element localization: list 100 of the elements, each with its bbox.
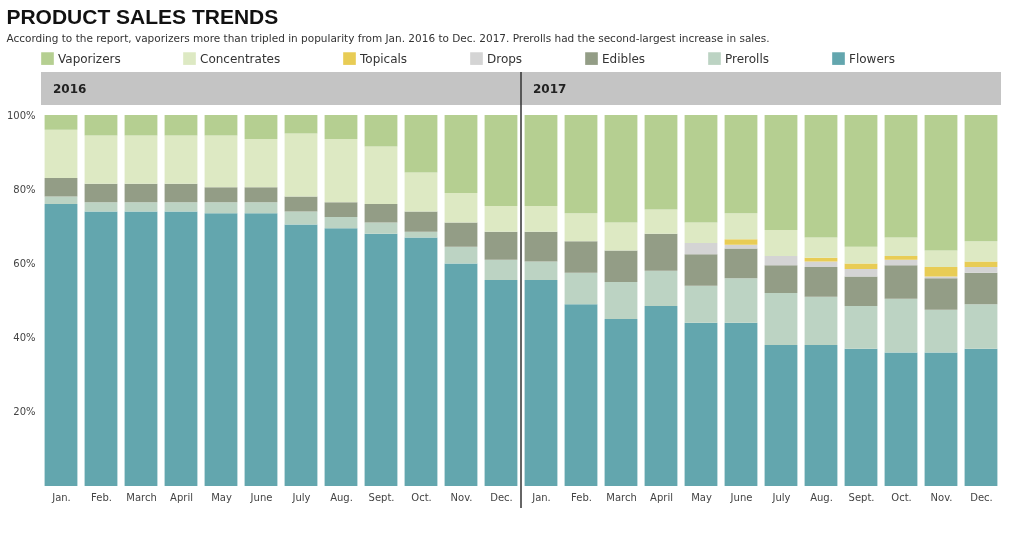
- bar: [644, 270, 678, 307]
- x-tick-label: Jan.: [51, 491, 71, 503]
- bar: [964, 304, 998, 349]
- bar: [124, 115, 158, 136]
- bar: [244, 139, 278, 188]
- bar: [164, 115, 198, 136]
- bar: [524, 205, 558, 232]
- bar: [244, 202, 278, 214]
- chart-subtitle: According to the report, vaporizers more than tripled in popularity from Jan. 2016 to Dec. 2017. Prerolls had the second-largest increase in sales.: [6, 31, 770, 44]
- bar: [324, 217, 358, 229]
- bar: [924, 278, 958, 310]
- x-tick-label: Oct.: [411, 491, 432, 503]
- bar: [604, 319, 638, 486]
- y-tick-label: 40%: [13, 332, 36, 344]
- x-tick-label: Dec.: [490, 491, 513, 503]
- bar: [84, 115, 118, 136]
- y-tick-label: 20%: [13, 406, 36, 418]
- x-tick-label: Feb.: [91, 491, 112, 503]
- bar: [724, 239, 758, 245]
- x-tick-label: Jan.: [531, 491, 551, 503]
- bar: [124, 211, 158, 486]
- bar: [524, 261, 558, 281]
- bar: [844, 306, 878, 349]
- bar: [804, 237, 838, 258]
- bar: [844, 246, 878, 264]
- x-tick-label: May: [691, 491, 712, 503]
- bar: [404, 115, 438, 173]
- x-tick-label: April: [650, 491, 673, 503]
- bar: [244, 213, 278, 486]
- x-tick-label: April: [170, 491, 193, 503]
- x-tick-label: Dec.: [970, 491, 993, 503]
- bar: [564, 272, 598, 305]
- bar: [564, 213, 598, 242]
- bar: [764, 230, 798, 256]
- bar: [884, 352, 918, 486]
- bar: [684, 322, 718, 486]
- bar: [284, 133, 318, 197]
- bar: [884, 265, 918, 299]
- bar: [204, 213, 238, 486]
- bar: [644, 115, 678, 210]
- x-tick-label: June: [249, 491, 273, 503]
- bar: [444, 222, 478, 247]
- bar: [684, 222, 718, 243]
- bar: [764, 293, 798, 346]
- bar: [604, 250, 638, 282]
- bar: [604, 115, 638, 223]
- bar: [924, 250, 958, 268]
- bar: [644, 306, 678, 486]
- bar: [484, 231, 518, 260]
- bar: [924, 352, 958, 486]
- bar: [444, 115, 478, 193]
- bar: [884, 255, 918, 260]
- bar: [684, 254, 718, 286]
- bar: [444, 263, 478, 486]
- legend-label: Drops: [487, 51, 523, 66]
- bar: [444, 246, 478, 264]
- bar: [404, 237, 438, 486]
- bar: [604, 281, 638, 320]
- bar: [524, 280, 558, 486]
- legend-label: Topicals: [359, 51, 408, 66]
- bar: [484, 280, 518, 486]
- text: 2016: [53, 82, 87, 96]
- bar: [44, 196, 78, 205]
- bar: [124, 183, 158, 203]
- bar: [884, 298, 918, 353]
- bar: [964, 241, 998, 262]
- bar: [204, 115, 238, 136]
- legend-label: Prerolls: [725, 51, 770, 66]
- bar: [684, 243, 718, 255]
- x-tick-label: May: [211, 491, 232, 503]
- x-tick-label: Aug.: [810, 491, 833, 503]
- bar: [284, 115, 318, 134]
- legend-label: Flowers: [849, 51, 895, 66]
- bar: [564, 241, 598, 273]
- bar: [164, 183, 198, 203]
- bar: [164, 211, 198, 486]
- x-tick-label: March: [126, 491, 157, 503]
- bar: [844, 268, 878, 277]
- x-tick-label: Nov.: [450, 491, 473, 503]
- bar: [404, 172, 438, 212]
- x-tick-label: Sept.: [848, 491, 875, 503]
- bar: [764, 255, 798, 266]
- x-tick-label: Sept.: [368, 491, 395, 503]
- bar: [324, 139, 358, 203]
- x-tick-label: July: [771, 491, 791, 503]
- text: 2017: [533, 82, 567, 96]
- bar: [724, 322, 758, 486]
- x-tick-label: Oct.: [891, 491, 912, 503]
- bar: [804, 345, 838, 486]
- bar: [364, 146, 398, 205]
- x-tick-label: March: [606, 491, 637, 503]
- bar: [284, 211, 318, 225]
- bar: [764, 265, 798, 294]
- bar: [684, 115, 718, 223]
- y-tick-label: 80%: [13, 183, 36, 195]
- bar: [844, 348, 878, 486]
- bar: [204, 202, 238, 214]
- bar: [244, 115, 278, 140]
- bar: [844, 276, 878, 307]
- bar: [724, 213, 758, 240]
